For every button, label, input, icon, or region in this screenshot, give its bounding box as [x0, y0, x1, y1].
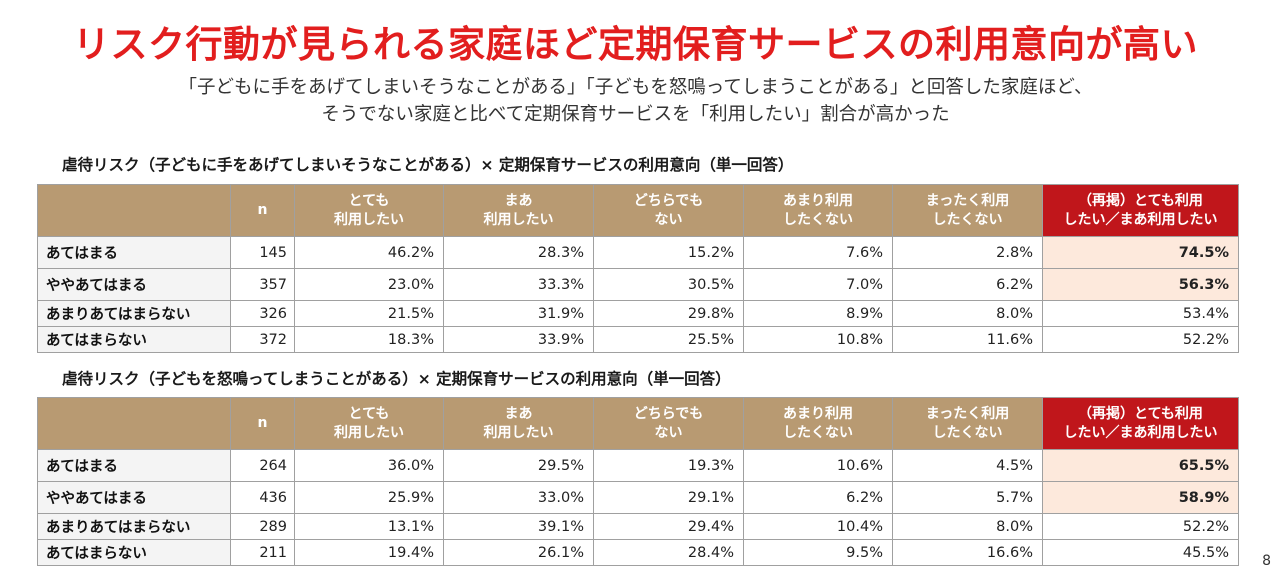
cell-n: 289: [230, 513, 295, 540]
page-subtitle: 「子どもに手をあげてしまいそうなことがある」「子どもを怒鳴ってしまうことがある」…: [0, 74, 1271, 128]
subtitle-line-1: 「子どもに手をあげてしまいそうなことがある」「子どもを怒鳴ってしまうことがある」…: [178, 77, 1093, 98]
row-label: ややあてはまる: [37, 481, 231, 514]
table-row: あまりあてはまらない 289 13.1% 39.1% 29.4% 10.4% 8…: [37, 513, 1239, 540]
table-header-row: n とても 利用したい まあ 利用したい どちらでも ない あまり利用 したくない まっ…: [37, 397, 1239, 450]
cell-value: 36.0%: [294, 449, 444, 482]
table-row: あてはまらない 372 18.3% 33.9% 25.5% 10.8% 11.6…: [37, 326, 1239, 353]
table1-title: 虐待リスク（子どもに手をあげてしまいそうなことがある）× 定期保育サービスの利用…: [62, 156, 794, 174]
table2: n とても 利用したい まあ 利用したい どちらでも ない あまり利用 したくない まっ…: [37, 397, 1239, 566]
cell-value: 18.3%: [294, 326, 444, 353]
cell-n: 326: [230, 300, 295, 327]
cell-value: 33.0%: [443, 481, 594, 514]
table-row: あてはまる 145 46.2% 28.3% 15.2% 7.6% 2.8% 74…: [37, 236, 1239, 269]
cell-value: 29.1%: [593, 481, 744, 514]
cell-value: 23.0%: [294, 268, 444, 301]
cell-value: 2.8%: [892, 236, 1043, 269]
cell-value: 4.5%: [892, 449, 1043, 482]
row-label: あてはまる: [37, 236, 231, 269]
header-very-willing: とても 利用したい: [294, 184, 444, 237]
cell-value: 6.2%: [892, 268, 1043, 301]
table-row: あてはまる 264 36.0% 29.5% 19.3% 10.6% 4.5% 6…: [37, 449, 1239, 482]
header-not-at-all-willing: まったく利用 したくない: [892, 397, 1043, 450]
cell-value: 46.2%: [294, 236, 444, 269]
cell-value: 33.9%: [443, 326, 594, 353]
subtitle-line-2: そうでない家庭と比べて定期保育サービスを「利用したい」割合が高かった: [321, 104, 950, 125]
cell-value: 19.4%: [294, 539, 444, 566]
header-neutral: どちらでも ない: [593, 184, 744, 237]
header-n: n: [230, 397, 295, 450]
cell-value: 29.8%: [593, 300, 744, 327]
row-label: ややあてはまる: [37, 268, 231, 301]
page-number: 8: [1262, 553, 1271, 567]
cell-value: 10.8%: [743, 326, 893, 353]
page-title: リスク行動が見られる家庭ほど定期保育サービスの利用意向が高い: [73, 23, 1198, 66]
cell-value: 29.5%: [443, 449, 594, 482]
cell-value: 29.4%: [593, 513, 744, 540]
cell-value: 39.1%: [443, 513, 594, 540]
header-very-willing: とても 利用したい: [294, 397, 444, 450]
header-willing-total: （再掲）とても利用 したい／まあ利用したい: [1042, 397, 1239, 450]
cell-value: 8.9%: [743, 300, 893, 327]
cell-highlight: 74.5%: [1042, 236, 1239, 269]
header-label-blank: [37, 184, 231, 237]
cell-value: 7.6%: [743, 236, 893, 269]
row-label: あまりあてはまらない: [37, 513, 231, 540]
cell-value: 33.3%: [443, 268, 594, 301]
cell-value: 31.9%: [443, 300, 594, 327]
cell-value: 7.0%: [743, 268, 893, 301]
header-somewhat-willing: まあ 利用したい: [443, 397, 594, 450]
cell-value: 26.1%: [443, 539, 594, 566]
header-not-very-willing: あまり利用 したくない: [743, 184, 893, 237]
header-willing-total: （再掲）とても利用 したい／まあ利用したい: [1042, 184, 1239, 237]
row-label: あてはまらない: [37, 326, 231, 353]
cell-value: 6.2%: [743, 481, 893, 514]
table-header-row: n とても 利用したい まあ 利用したい どちらでも ない あまり利用 したくない まっ…: [37, 184, 1239, 237]
row-label: あてはまらない: [37, 539, 231, 566]
cell-highlight: 65.5%: [1042, 449, 1239, 482]
header-somewhat-willing: まあ 利用したい: [443, 184, 594, 237]
cell-value: 15.2%: [593, 236, 744, 269]
cell-value: 10.6%: [743, 449, 893, 482]
row-label: あまりあてはまらない: [37, 300, 231, 327]
cell-highlight: 58.9%: [1042, 481, 1239, 514]
table-row: あまりあてはまらない 326 21.5% 31.9% 29.8% 8.9% 8.…: [37, 300, 1239, 327]
table-row: あてはまらない 211 19.4% 26.1% 28.4% 9.5% 16.6%…: [37, 539, 1239, 566]
cell-value: 8.0%: [892, 300, 1043, 327]
table2-title: 虐待リスク（子どもを怒鳴ってしまうことがある）× 定期保育サービスの利用意向（単…: [62, 370, 731, 388]
cell-n: 145: [230, 236, 295, 269]
cell-value: 11.6%: [892, 326, 1043, 353]
cell-n: 357: [230, 268, 295, 301]
header-label-blank: [37, 397, 231, 450]
header-not-very-willing: あまり利用 したくない: [743, 397, 893, 450]
cell-value: 52.2%: [1042, 326, 1239, 353]
cell-value: 25.9%: [294, 481, 444, 514]
header-not-at-all-willing: まったく利用 したくない: [892, 184, 1043, 237]
header-neutral: どちらでも ない: [593, 397, 744, 450]
cell-value: 30.5%: [593, 268, 744, 301]
cell-n: 211: [230, 539, 295, 566]
cell-value: 5.7%: [892, 481, 1043, 514]
table-row: ややあてはまる 436 25.9% 33.0% 29.1% 6.2% 5.7% …: [37, 481, 1239, 514]
cell-value: 21.5%: [294, 300, 444, 327]
cell-value: 52.2%: [1042, 513, 1239, 540]
cell-n: 436: [230, 481, 295, 514]
cell-value: 16.6%: [892, 539, 1043, 566]
cell-value: 28.4%: [593, 539, 744, 566]
cell-value: 8.0%: [892, 513, 1043, 540]
cell-value: 9.5%: [743, 539, 893, 566]
cell-highlight: 56.3%: [1042, 268, 1239, 301]
cell-value: 53.4%: [1042, 300, 1239, 327]
cell-n: 264: [230, 449, 295, 482]
cell-n: 372: [230, 326, 295, 353]
table1: n とても 利用したい まあ 利用したい どちらでも ない あまり利用 したくない まっ…: [37, 184, 1239, 353]
row-label: あてはまる: [37, 449, 231, 482]
cell-value: 28.3%: [443, 236, 594, 269]
cell-value: 13.1%: [294, 513, 444, 540]
cell-value: 10.4%: [743, 513, 893, 540]
header-n: n: [230, 184, 295, 237]
cell-value: 45.5%: [1042, 539, 1239, 566]
table-row: ややあてはまる 357 23.0% 33.3% 30.5% 7.0% 6.2% …: [37, 268, 1239, 301]
cell-value: 19.3%: [593, 449, 744, 482]
cell-value: 25.5%: [593, 326, 744, 353]
